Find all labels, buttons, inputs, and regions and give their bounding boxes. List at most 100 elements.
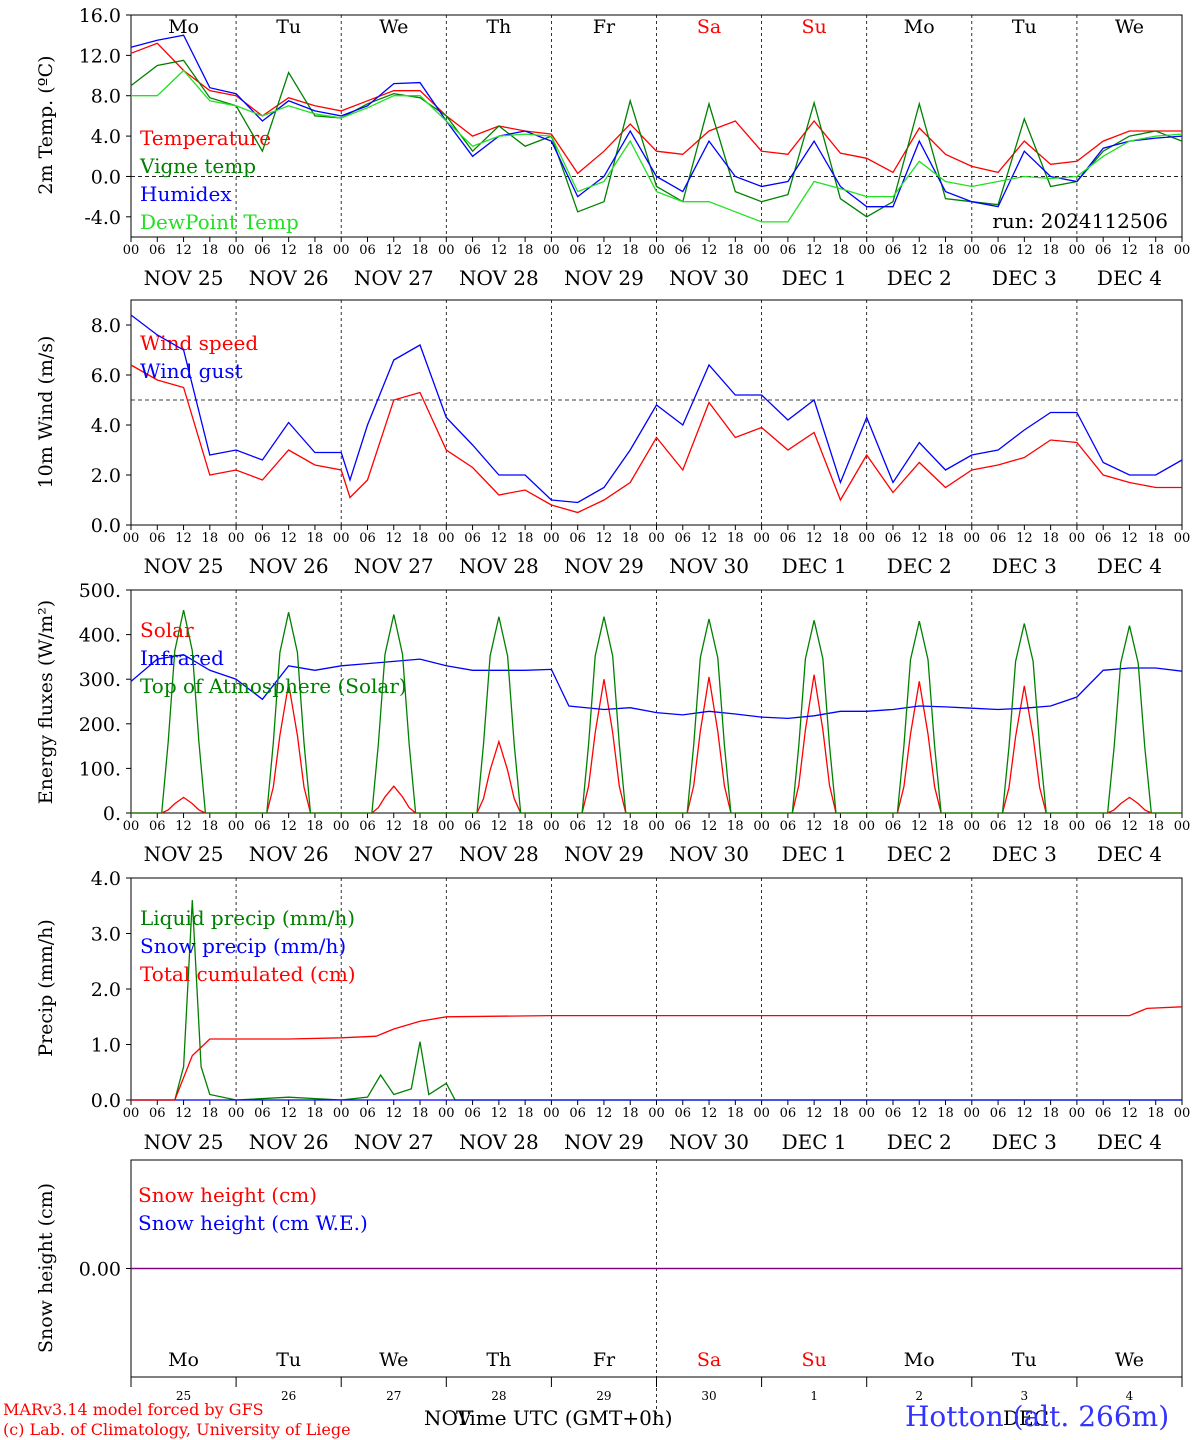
hour-tick-label: 00 [858,531,875,546]
date-label: NOV 27 [354,842,434,866]
hour-tick-label: 06 [675,531,692,546]
weekday-label-bottom: Mo [168,1349,199,1371]
hour-tick-label: 12 [491,243,508,258]
hour-tick-label: 12 [1016,1106,1033,1121]
hour-tick-label: 12 [280,531,297,546]
date-label: DEC 1 [782,554,847,578]
hour-tick-label: 12 [701,531,718,546]
hour-tick-label: 12 [491,531,508,546]
hour-tick-label: 06 [254,531,271,546]
y-tick-label: 500. [79,580,121,602]
bottom-date-label: 1 [810,1389,818,1403]
date-label: NOV 29 [564,554,644,578]
y-tick-label: 2.0 [91,979,121,1001]
date-label: DEC 1 [782,1130,847,1154]
hour-tick-label: 18 [832,531,849,546]
y-tick-label: 1.0 [91,1035,121,1057]
weekday-label: Th [486,16,511,38]
hour-tick-label: 18 [1147,243,1164,258]
date-label: NOV 29 [564,842,644,866]
hour-tick-label: 18 [517,819,534,834]
date-label: NOV 25 [144,266,224,290]
y-tick-label: 300. [79,669,121,691]
legend-entry: Infrared [140,646,224,670]
y-tick-label: 0.0 [91,1090,121,1112]
hour-tick-label: 06 [990,531,1007,546]
legend-entry: Temperature [140,126,271,150]
weekday-label-bottom: Tu [276,1349,301,1371]
hour-tick-label: 00 [438,1106,455,1121]
legend-entry: Snow height (cm) [138,1183,317,1207]
hour-tick-label: 00 [753,819,770,834]
hour-tick-label: 00 [1069,1106,1086,1121]
hour-tick-label: 12 [280,819,297,834]
hour-tick-label: 06 [359,1106,376,1121]
date-label: NOV 25 [144,1130,224,1154]
hour-tick-label: 06 [780,819,797,834]
date-label: NOV 30 [669,1130,749,1154]
y-tick-label: 8.0 [91,86,121,108]
series-line-vigne-temp [130,59,1183,218]
hour-tick-label: 00 [858,243,875,258]
date-label: NOV 28 [459,842,539,866]
hour-tick-label: 18 [517,243,534,258]
hour-tick-label: 12 [701,243,718,258]
hour-tick-label: 18 [832,819,849,834]
y-tick-label: 4.0 [91,868,121,890]
date-label: NOV 28 [459,554,539,578]
hour-tick-label: 12 [1121,819,1138,834]
y-tick-label: 4.0 [91,126,121,148]
credit-line-2: (c) Lab. of Climatology, University of L… [3,1420,351,1439]
hour-tick-label: 06 [359,531,376,546]
hour-tick-label: 12 [806,243,823,258]
y-tick-label: 3.0 [91,924,121,946]
hour-tick-label: 00 [648,243,665,258]
hour-tick-label: 06 [464,819,481,834]
hour-tick-label: 18 [727,243,744,258]
y-tick-label: 0.0 [91,166,121,188]
hour-tick-label: 06 [780,243,797,258]
bottom-date-label: 27 [386,1389,401,1403]
date-label: DEC 1 [782,266,847,290]
hour-tick-label: 12 [911,531,928,546]
hour-tick-label: 18 [937,1106,954,1121]
legend-entry: Liquid precip (mm/h) [140,906,355,930]
y-tick-label: 16.0 [79,5,121,27]
hour-tick-label: 18 [412,819,429,834]
hour-tick-label: 00 [1174,1106,1191,1121]
weekday-label: Sa [697,16,721,38]
hour-tick-label: 18 [937,531,954,546]
y-tick-label: 0. [103,803,121,825]
date-label: DEC 4 [1097,842,1162,866]
hour-tick-label: 00 [543,819,560,834]
hour-tick-label: 12 [911,243,928,258]
y-tick-label: 6.0 [91,365,121,387]
hour-tick-label: 00 [1069,243,1086,258]
hour-tick-label: 12 [596,819,613,834]
date-label: NOV 27 [354,1130,434,1154]
date-label: NOV 25 [144,554,224,578]
hour-tick-label: 00 [333,819,350,834]
hour-tick-label: 12 [1121,243,1138,258]
weekday-label: Su [802,16,827,38]
date-label: DEC 2 [887,266,952,290]
date-label: DEC 4 [1097,554,1162,578]
hour-tick-label: 00 [123,243,140,258]
hour-tick-label: 18 [517,531,534,546]
hour-tick-label: 18 [622,819,639,834]
date-label: NOV 27 [354,554,434,578]
hour-tick-label: 00 [228,531,245,546]
hour-tick-label: 00 [333,531,350,546]
weekday-label: Tu [276,16,301,38]
series-line-wind-speed [130,364,1182,514]
hour-tick-label: 12 [806,1106,823,1121]
weekday-label: Fr [593,16,616,38]
y-tick-label: 12.0 [79,45,121,67]
hour-tick-label: 00 [753,243,770,258]
hour-tick-label: 06 [990,819,1007,834]
hour-tick-label: 00 [228,819,245,834]
series-line-liquid-precip-mm-h- [131,900,1182,1101]
hour-tick-label: 12 [806,531,823,546]
hour-tick-label: 12 [175,819,192,834]
series-line-temperature [130,42,1182,175]
